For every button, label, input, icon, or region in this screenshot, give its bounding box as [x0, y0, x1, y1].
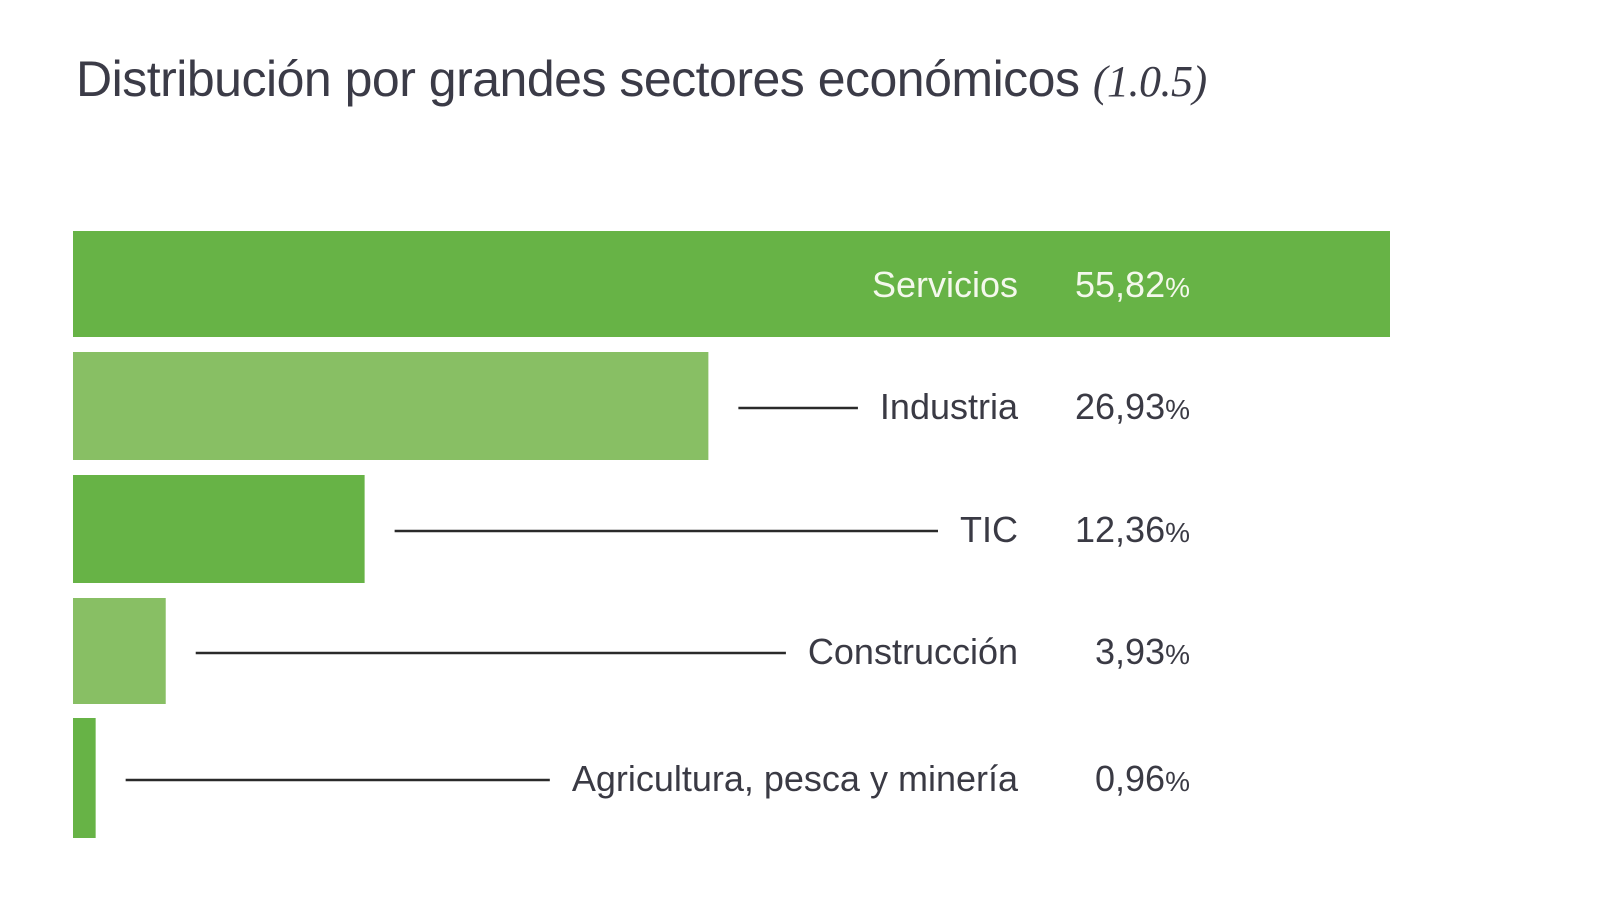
- bar-3: [73, 598, 166, 704]
- bar-0: [73, 231, 1390, 337]
- chart-title: Distribución por grandes sectores económ…: [76, 50, 1207, 108]
- category-label: Servicios: [872, 264, 1018, 305]
- value-label: 12,36%: [1075, 509, 1190, 550]
- chart-title-text: Distribución por grandes sectores económ…: [76, 51, 1080, 107]
- value-label: 55,82%: [1075, 264, 1190, 305]
- category-label: Industria: [880, 386, 1019, 427]
- chart-title-reference: (1.0.5): [1092, 57, 1207, 106]
- value-label: 0,96%: [1095, 758, 1190, 799]
- bar-2: [73, 475, 365, 583]
- bar-4: [73, 718, 96, 838]
- category-label: TIC: [960, 509, 1018, 550]
- bar-1: [73, 352, 709, 460]
- category-label: Agricultura, pesca y minería: [572, 758, 1019, 799]
- value-label: 3,93%: [1095, 631, 1190, 672]
- value-label: 26,93%: [1075, 386, 1190, 427]
- category-label: Construcción: [808, 631, 1018, 672]
